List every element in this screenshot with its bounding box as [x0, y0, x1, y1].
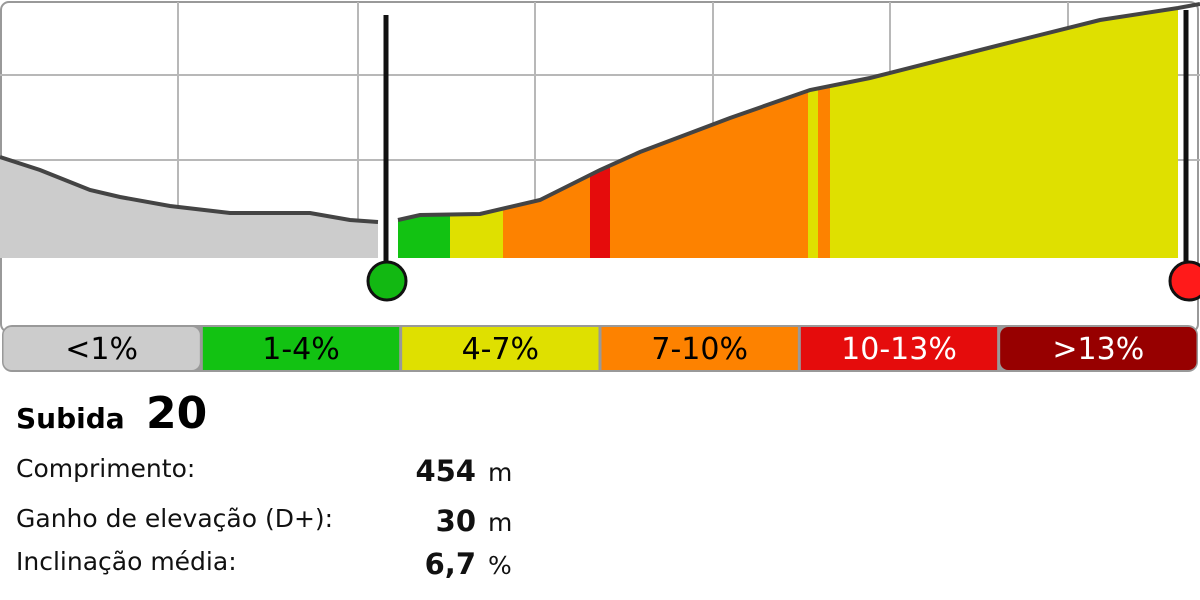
profile-before [0, 157, 378, 258]
legend-swatch [601, 327, 798, 370]
profile-chart [0, 1, 1200, 333]
stat-label: Comprimento: [16, 454, 195, 483]
stat-unit: m [488, 458, 512, 487]
legend-label: 10-13% [841, 332, 957, 367]
stat-value: 454 [415, 454, 476, 488]
stats: Comprimento: 454 m Ganho de elevação (D+): 3… [16, 454, 512, 581]
profile-line [397, 2, 1200, 222]
stat-label: Inclinação média: [16, 547, 237, 576]
legend-swatch [202, 327, 400, 370]
climb-info: Subida 20 [16, 388, 207, 439]
stat-value: 6,7 [425, 547, 476, 581]
legend-label: >13% [1052, 332, 1144, 367]
legend-label: <1% [65, 332, 138, 367]
stat-unit: % [488, 551, 512, 580]
stat-value: 30 [436, 504, 476, 538]
legend-label: 4-7% [462, 332, 540, 367]
end-marker [1168, 260, 1200, 302]
legend-swatch [3, 327, 200, 370]
start-marker [366, 260, 408, 302]
climb-number: 20 [146, 388, 207, 439]
profile-line [0, 155, 379, 224]
legend-swatch [1000, 327, 1197, 370]
legend-label: 7-10% [651, 332, 748, 367]
legend-label: 1-4% [262, 332, 340, 367]
legend: <1% 1-4% 4-7% 7-10% 10-13% >13% [2, 325, 1198, 372]
legend-swatch [800, 327, 998, 370]
climb-label: Subida [16, 402, 125, 435]
stat-label: Ganho de elevação (D+): [16, 504, 333, 533]
stat-unit: m [488, 508, 512, 537]
legend-swatch [402, 327, 599, 370]
